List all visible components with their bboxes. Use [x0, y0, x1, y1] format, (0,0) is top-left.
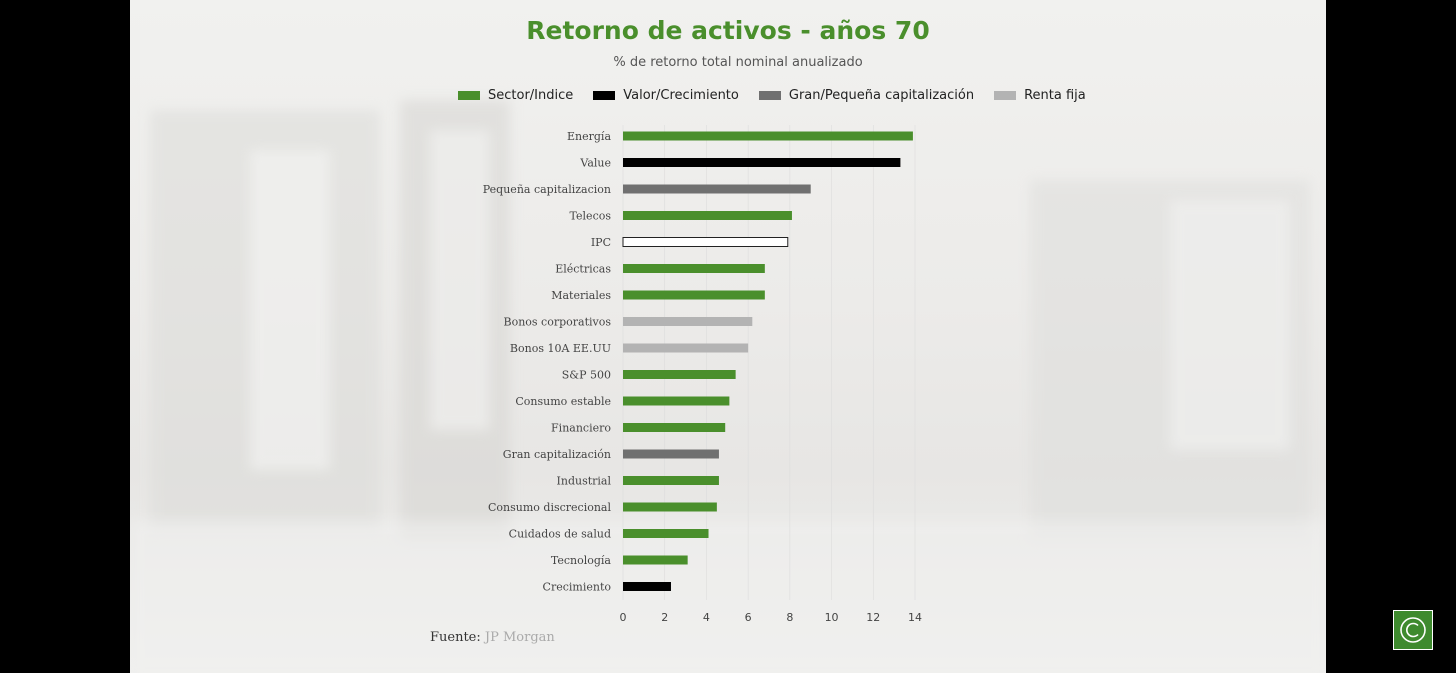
chart-subtitle: % de retorno total nominal anualizado	[613, 55, 863, 70]
category-label: Gran capitalización	[503, 448, 611, 461]
category-label: Industrial	[557, 475, 612, 488]
category-label: Eléctricas	[555, 263, 611, 276]
category-label: Materiales	[551, 289, 611, 302]
video-frame: Retorno de activos - años 70 % de retorn…	[130, 0, 1326, 673]
legend-item: Sector/Indice	[458, 88, 573, 103]
category-label: IPC	[591, 236, 611, 249]
category-label: Value	[579, 157, 611, 170]
legend-swatch	[758, 90, 781, 100]
bar	[623, 423, 726, 432]
category-label: Consumo discrecional	[488, 501, 611, 514]
background-window	[1170, 200, 1290, 450]
background-floor	[130, 520, 1326, 673]
source-name: JP Morgan	[484, 630, 555, 645]
bar	[623, 449, 719, 459]
x-tick-label: 0	[620, 611, 627, 624]
legend-swatch	[458, 90, 480, 100]
category-label: Bonos 10A EE.UU	[510, 342, 611, 355]
x-tick-label: 4	[703, 611, 710, 624]
bar	[623, 502, 717, 512]
category-label: Pequeña capitalizacion	[483, 183, 611, 196]
bar	[623, 396, 730, 406]
bar	[623, 211, 792, 220]
bar-chart: Energía Value Pequeña capitalizacion Teleco…	[483, 125, 922, 624]
category-label: Energía	[567, 130, 611, 143]
legend-label: Renta fija	[1024, 87, 1086, 103]
bar	[623, 290, 765, 300]
bar	[623, 343, 749, 353]
category-label: S&P 500	[562, 369, 611, 382]
c-logo-glyph	[1400, 617, 1426, 643]
bar	[623, 555, 688, 565]
background-window	[430, 130, 490, 430]
source-note: Fuente: JP Morgan	[430, 630, 555, 645]
bar	[622, 237, 789, 247]
legend-label: Sector/Indice	[488, 87, 574, 103]
bar	[623, 317, 753, 326]
chart-title: Retorno de activos - años 70	[526, 16, 930, 45]
legend-swatch	[994, 90, 1017, 100]
legend-item: Renta fija	[994, 88, 1086, 103]
bar	[623, 370, 736, 379]
bar	[623, 158, 901, 167]
legend-swatch	[593, 90, 616, 100]
legend-item: Valor/Crecimiento	[593, 88, 739, 103]
category-label: Bonos corporativos	[504, 316, 612, 329]
x-tick-label: 2	[661, 611, 668, 624]
category-label: Financiero	[551, 422, 611, 435]
legend-item: Gran/Pequeña capitalización	[758, 87, 975, 103]
x-tick-label: 14	[908, 611, 922, 624]
legend-label: Valor/Crecimiento	[623, 87, 739, 103]
x-tick-label: 10	[825, 611, 839, 624]
category-label: Tecnología	[551, 554, 612, 567]
bar	[623, 529, 709, 538]
x-tick-label: 6	[745, 611, 752, 624]
legend-label: Gran/Pequeña capitalización	[788, 87, 975, 103]
category-label: Consumo estable	[515, 395, 611, 408]
bar	[623, 131, 913, 141]
bar	[623, 476, 719, 485]
bar	[623, 184, 811, 194]
c-logo-icon[interactable]	[1393, 610, 1433, 650]
background-window	[250, 150, 330, 470]
bar	[623, 582, 671, 591]
x-tick-label: 8	[786, 611, 793, 624]
category-label: Cuidados de salud	[509, 528, 611, 541]
source-label: Fuente:	[430, 630, 481, 645]
x-tick-label: 12	[866, 611, 880, 624]
bar	[623, 264, 765, 273]
category-label: Crecimiento	[543, 581, 612, 594]
category-label: Telecos	[570, 210, 612, 223]
chart-legend: Sector/Indice Valor/Crecimiento Gran/Peque…	[458, 86, 1106, 104]
